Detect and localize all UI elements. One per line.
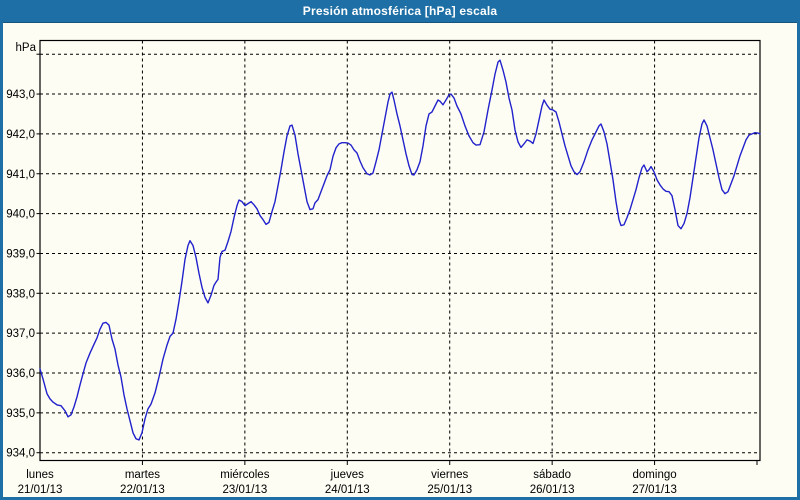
- x-day-name: martes: [125, 469, 160, 481]
- pressure-chart-svg: hPa 943,0 942,0 941,0 940,0 939,0 938,0 937,0 93…: [6, 39, 761, 496]
- x-day-name: miércoles: [220, 469, 269, 481]
- y-tick-label: 938,0: [6, 288, 35, 300]
- x-day-name: lunes: [26, 469, 54, 481]
- x-day-date: 26/01/13: [530, 484, 575, 496]
- y-tick-label: 937,0: [6, 328, 35, 340]
- y-tick-label: 941,0: [6, 169, 35, 181]
- x-day-name: sábado: [533, 469, 571, 481]
- pressure-line: [39, 59, 761, 441]
- x-day-date: 27/01/13: [632, 484, 677, 496]
- x-day-date: 21/01/13: [18, 484, 63, 496]
- x-day-date: 24/01/13: [325, 484, 370, 496]
- chart-area: hPa 943,0 942,0 941,0 940,0 939,0 938,0 937,0 93…: [3, 22, 797, 497]
- x-day-name: viernes: [431, 469, 468, 481]
- y-tick-label: 936,0: [6, 368, 35, 380]
- y-tick-label: 935,0: [6, 408, 35, 420]
- x-day-name: domingo: [633, 469, 677, 481]
- y-axis-unit-label: hPa: [16, 42, 37, 54]
- y-tick-label: 943,0: [6, 89, 35, 101]
- chart-title: Presión atmosférica [hPa] escala: [302, 4, 498, 18]
- y-tick-label: 934,0: [6, 448, 35, 460]
- plot-frame: [39, 39, 761, 462]
- x-day-date: 23/01/13: [222, 484, 267, 496]
- y-tick-label: 939,0: [6, 248, 35, 260]
- x-day-date: 25/01/13: [427, 484, 472, 496]
- x-day-name: jueves: [330, 469, 364, 481]
- x-day-date: 22/01/13: [120, 484, 165, 496]
- y-tick-label: 940,0: [6, 209, 35, 221]
- y-tick-label: 942,0: [6, 129, 35, 141]
- chart-title-bar: Presión atmosférica [hPa] escala: [3, 0, 797, 23]
